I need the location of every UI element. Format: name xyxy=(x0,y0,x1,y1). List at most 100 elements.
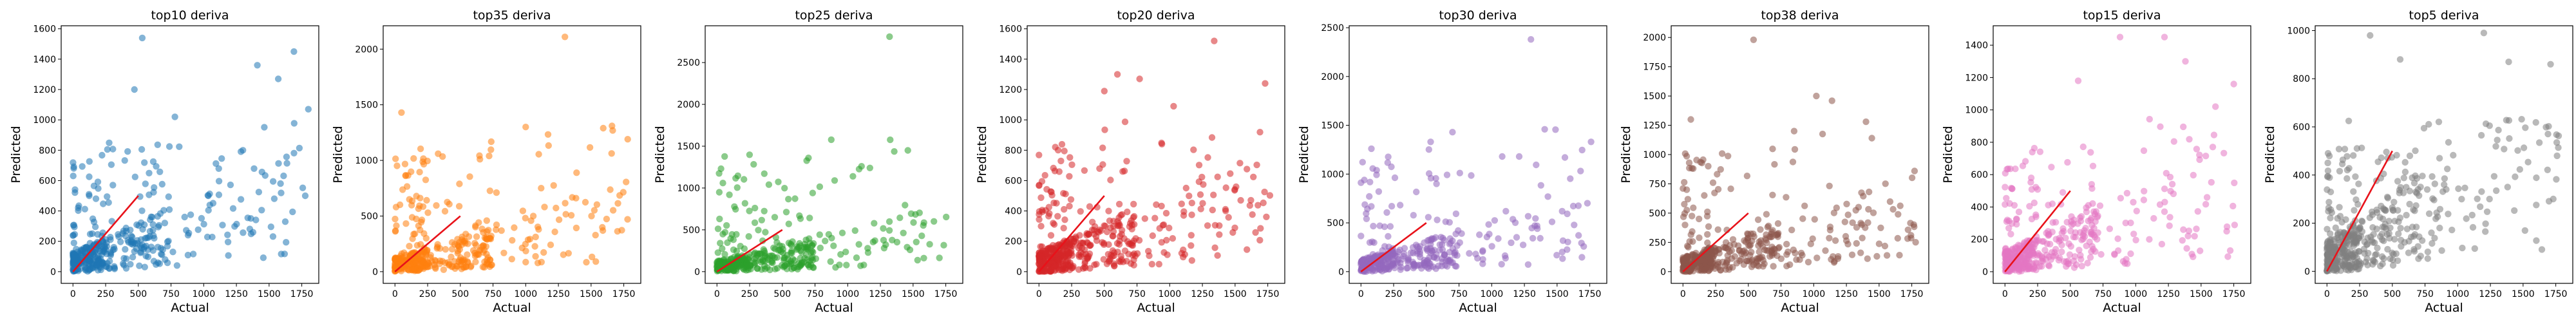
data-point xyxy=(2106,225,2114,232)
data-point xyxy=(1381,243,1388,250)
data-point xyxy=(509,237,516,244)
data-point xyxy=(1785,248,1792,256)
data-point xyxy=(880,225,887,232)
data-point xyxy=(2078,263,2085,270)
x-tick-label: 1000 xyxy=(836,289,859,299)
data-point xyxy=(2524,158,2532,166)
subplot-1: 0 250 500 750 1000 1250 1500 1750 0 200 400 600 800 1… xyxy=(9,8,319,315)
data-point xyxy=(728,231,735,238)
y-axis-label: Predicted xyxy=(653,126,667,183)
data-point xyxy=(224,231,231,238)
data-point xyxy=(2031,263,2038,270)
data-point xyxy=(290,149,298,156)
data-point xyxy=(1237,196,1244,204)
data-point xyxy=(2334,264,2342,271)
data-point xyxy=(456,180,463,187)
data-point xyxy=(1748,256,1756,263)
data-point xyxy=(2335,146,2343,153)
data-point xyxy=(2036,252,2043,259)
data-point xyxy=(1107,224,1114,231)
x-tick-label: 500 xyxy=(1095,289,1113,299)
data-point xyxy=(1373,171,1380,178)
data-point xyxy=(2412,147,2419,155)
data-point xyxy=(569,194,576,201)
data-point xyxy=(551,228,558,236)
data-point xyxy=(218,155,225,162)
data-point xyxy=(781,254,788,262)
data-point xyxy=(2344,175,2351,182)
data-point xyxy=(1053,200,1060,207)
x-tick-label: 250 xyxy=(419,289,437,299)
data-point xyxy=(111,265,118,272)
data-point xyxy=(1118,231,1125,238)
data-point xyxy=(1368,203,1375,210)
data-point xyxy=(1439,241,1446,248)
y-tick-label: 1000 xyxy=(999,115,1022,126)
data-point xyxy=(1103,260,1111,267)
data-point xyxy=(1113,71,1121,78)
data-point xyxy=(822,238,829,245)
data-point xyxy=(1814,254,1821,261)
data-point xyxy=(410,260,417,267)
data-point xyxy=(461,257,468,264)
data-point xyxy=(1099,161,1106,168)
data-point xyxy=(1131,221,1138,228)
data-point xyxy=(2002,251,2009,258)
data-point xyxy=(184,251,192,259)
data-point xyxy=(1738,250,1745,258)
data-point xyxy=(745,256,752,263)
data-point xyxy=(2389,249,2396,256)
y-tick-label: 1000 xyxy=(1643,150,1666,160)
data-point xyxy=(1584,200,1591,207)
data-point xyxy=(1889,205,1897,213)
y-tick-label: 800 xyxy=(39,146,56,156)
data-point xyxy=(290,120,298,127)
data-point xyxy=(1231,186,1238,193)
data-point xyxy=(2521,227,2528,234)
y-tick-label: 1400 xyxy=(33,55,56,65)
data-point xyxy=(1833,204,1840,211)
data-point xyxy=(2383,148,2390,156)
data-point xyxy=(1704,231,1711,238)
data-point xyxy=(1427,175,1435,182)
data-point xyxy=(2350,231,2357,238)
data-point xyxy=(219,222,226,229)
data-point xyxy=(904,147,911,154)
data-point xyxy=(488,138,495,146)
data-point xyxy=(1488,243,1495,250)
x-tick-label: 1500 xyxy=(1546,289,1569,299)
data-point xyxy=(2439,188,2447,195)
data-point xyxy=(86,192,93,200)
data-point xyxy=(252,216,260,223)
data-point xyxy=(92,195,100,202)
data-point xyxy=(70,222,77,229)
x-tick-label: 1750 xyxy=(612,289,636,299)
data-point xyxy=(1433,255,1441,262)
data-point xyxy=(2522,124,2529,131)
data-point xyxy=(1756,254,1763,261)
data-point xyxy=(1750,230,1757,238)
data-point xyxy=(1819,130,1826,138)
data-point xyxy=(758,216,766,223)
data-point xyxy=(1860,193,1867,200)
data-point xyxy=(2474,195,2481,202)
x-axis-label: Actual xyxy=(1459,301,1497,315)
data-point xyxy=(2161,185,2168,193)
data-point xyxy=(2123,189,2131,197)
data-point xyxy=(586,144,594,151)
data-point xyxy=(2366,214,2373,222)
data-point xyxy=(104,193,111,200)
data-point xyxy=(2543,124,2550,131)
data-point xyxy=(1109,232,1116,240)
data-point xyxy=(161,220,169,227)
data-point xyxy=(1727,185,1734,193)
data-point xyxy=(2180,226,2187,233)
data-point xyxy=(1862,224,1869,231)
data-point xyxy=(1783,194,1790,201)
x-tick-label: 500 xyxy=(1739,289,1757,299)
data-point xyxy=(2157,123,2164,130)
data-point xyxy=(138,146,146,153)
data-point xyxy=(2432,215,2439,222)
data-point xyxy=(614,228,621,235)
data-point xyxy=(142,180,149,187)
